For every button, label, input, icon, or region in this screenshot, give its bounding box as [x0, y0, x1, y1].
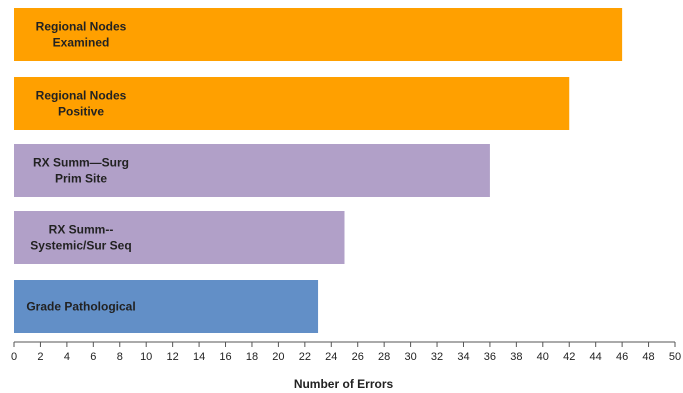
bar-label-line: RX Summ—Surg: [33, 156, 129, 170]
x-tick-label: 40: [537, 351, 549, 363]
x-tick-label: 6: [90, 351, 96, 363]
bar: [14, 77, 570, 130]
x-tick-label: 30: [404, 351, 416, 363]
x-tick-label: 36: [484, 351, 496, 363]
bar-label: Regional Nodes Positive: [36, 89, 127, 119]
x-tick-label: 44: [590, 351, 602, 363]
bar-label-line: Regional Nodes: [36, 89, 127, 103]
bars-group: [14, 8, 623, 333]
x-tick-label: 4: [64, 351, 70, 363]
bar-label-line: RX Summ--: [49, 223, 114, 237]
bar-label: Grade Pathological: [26, 300, 135, 314]
x-tick-label: 48: [642, 351, 654, 363]
bar-labels-group: Regional Nodes Examined Regional Nodes Posi…: [26, 20, 135, 314]
bar: [14, 211, 345, 264]
x-tick-label: 10: [140, 351, 152, 363]
x-tick-label: 46: [616, 351, 628, 363]
bar: [14, 280, 319, 333]
bar: [14, 8, 623, 61]
x-tick-label: 20: [272, 351, 284, 363]
x-tick-label: 26: [352, 351, 364, 363]
x-tick-label: 22: [299, 351, 311, 363]
x-tick-label: 8: [117, 351, 123, 363]
x-tick-label: 28: [378, 351, 390, 363]
x-tick-label: 12: [167, 351, 179, 363]
bar-label-line: Regional Nodes: [36, 20, 127, 34]
x-tick-label: 16: [219, 351, 231, 363]
x-tick-label: 42: [563, 351, 575, 363]
x-axis-title: Number of Errors: [294, 377, 394, 391]
bar-label: RX Summ-- Systemic/Sur Seq: [30, 223, 131, 253]
bar-label-line: Systemic/Sur Seq: [30, 239, 131, 253]
x-tick-label: 0: [11, 351, 17, 363]
x-tick-label: 32: [431, 351, 443, 363]
bar-label: RX Summ—Surg Prim Site: [33, 156, 129, 186]
x-tick-label: 38: [510, 351, 522, 363]
x-tick-label: 18: [246, 351, 258, 363]
x-tick-label: 24: [325, 351, 337, 363]
x-axis: 0 2 4 6 8 10 12 14 16 18 20 22 24 26 28 30 32 34 36 38 40 42 4…: [11, 341, 681, 363]
bar-label-line: Grade Pathological: [26, 300, 135, 314]
x-tick-label: 2: [37, 351, 43, 363]
bar-label-line: Positive: [58, 105, 104, 119]
bar: [14, 144, 490, 197]
x-tick-label: 14: [193, 351, 205, 363]
bar-label-line: Prim Site: [55, 172, 107, 186]
x-tick-label: 34: [457, 351, 469, 363]
bar-label: Regional Nodes Examined: [36, 20, 127, 50]
bar-label-line: Examined: [53, 36, 110, 50]
x-tick-label: 50: [669, 351, 681, 363]
